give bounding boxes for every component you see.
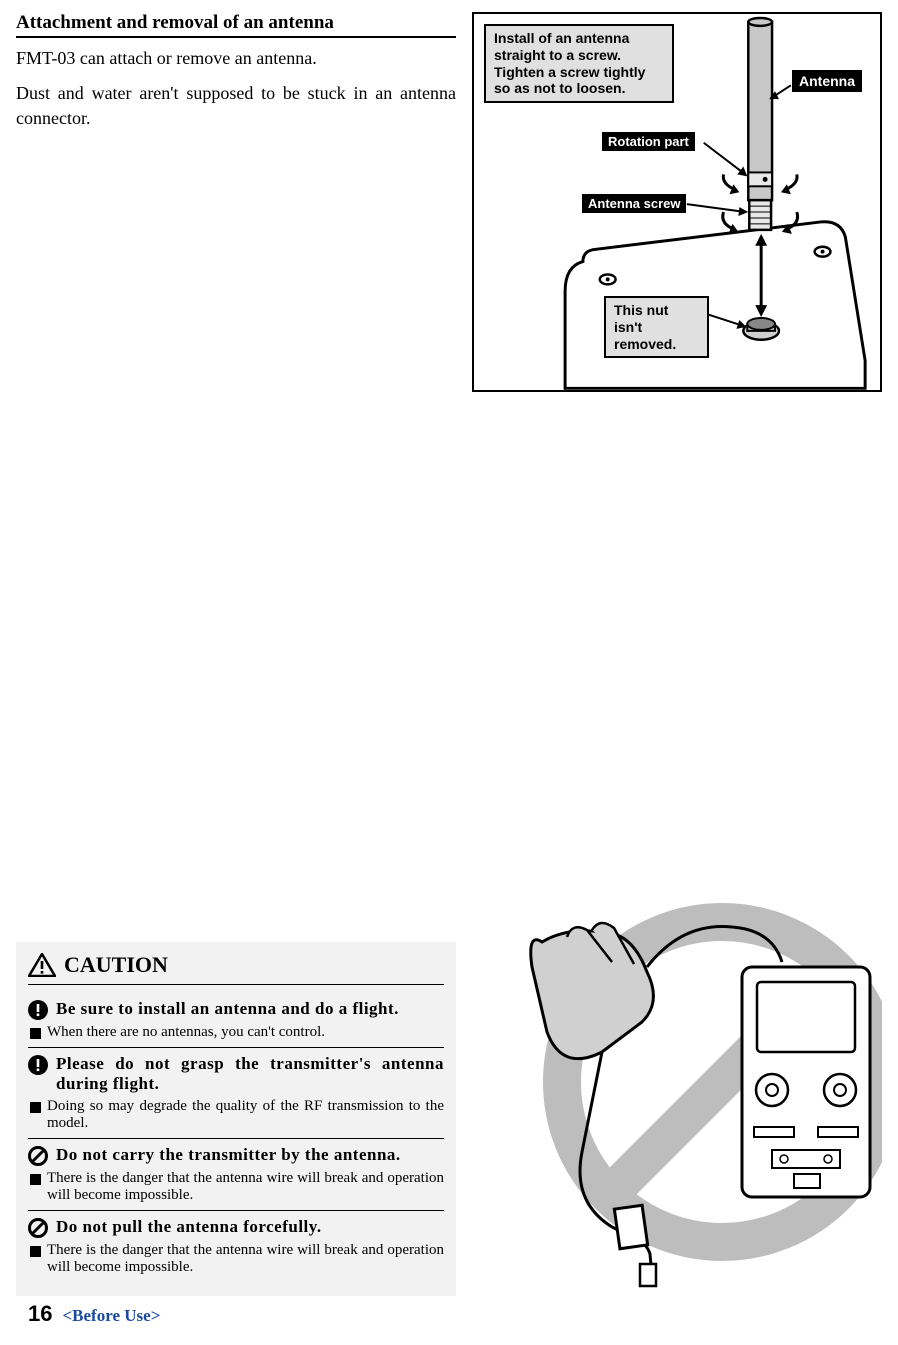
caution-sub-text: There is the danger that the antenna wir… [47, 1242, 444, 1276]
right-column: Install of an antenna straight to a scre… [472, 12, 882, 1292]
caution-item: Do not carry the transmitter by the ante… [28, 1139, 444, 1211]
caution-head-text: Please do not grasp the transmitter's an… [56, 1054, 444, 1094]
warning-triangle-icon [28, 953, 56, 977]
nut-label: This nut isn't removed. [604, 296, 709, 358]
bullet-icon [30, 1028, 41, 1039]
prohibition-illustration [472, 872, 882, 1292]
screw-label: Antenna screw [582, 194, 686, 213]
page-footer: 16 <Before Use> [28, 1301, 160, 1327]
caution-sub-text: When there are no antennas, you can't co… [47, 1024, 444, 1041]
page-number: 16 [28, 1301, 52, 1327]
caution-item: Please do not grasp the transmitter's an… [28, 1048, 444, 1139]
bullet-icon [30, 1102, 41, 1113]
body-paragraph-1: FMT-03 can attach or remove an antenna. [16, 46, 456, 71]
caution-header: CAUTION [28, 952, 444, 985]
bullet-icon [30, 1246, 41, 1257]
caution-sub-text: There is the danger that the antenna wir… [47, 1170, 444, 1204]
bullet-icon [30, 1174, 41, 1185]
prohibit-icon [28, 1218, 48, 1238]
body-paragraph-2: Dust and water aren't supposed to be stu… [16, 81, 456, 131]
caution-head-text: Be sure to install an antenna and do a f… [56, 999, 444, 1019]
antenna-diagram: Install of an antenna straight to a scre… [472, 12, 882, 392]
caution-item: Be sure to install an antenna and do a f… [28, 993, 444, 1048]
caution-panel: CAUTION Be sure to install an antenna an… [16, 942, 456, 1296]
alert-icon [28, 1055, 48, 1075]
section-title: Attachment and removal of an antenna [16, 12, 456, 38]
left-column: Attachment and removal of an antenna FMT… [16, 12, 456, 1296]
footer-section-label: <Before Use> [62, 1306, 160, 1326]
rotation-label: Rotation part [602, 132, 695, 151]
caution-title: CAUTION [64, 952, 168, 978]
caution-head-text: Do not carry the transmitter by the ante… [56, 1145, 444, 1165]
caution-item: Do not pull the antenna forcefully. Ther… [28, 1211, 444, 1282]
prohibit-icon [28, 1146, 48, 1166]
alert-icon [28, 1000, 48, 1020]
antenna-label: Antenna [792, 70, 862, 92]
caution-head-text: Do not pull the antenna forcefully. [56, 1217, 444, 1237]
caution-sub-text: Doing so may degrade the quality of the … [47, 1098, 444, 1132]
diagram-instruction-box: Install of an antenna straight to a scre… [484, 24, 674, 103]
